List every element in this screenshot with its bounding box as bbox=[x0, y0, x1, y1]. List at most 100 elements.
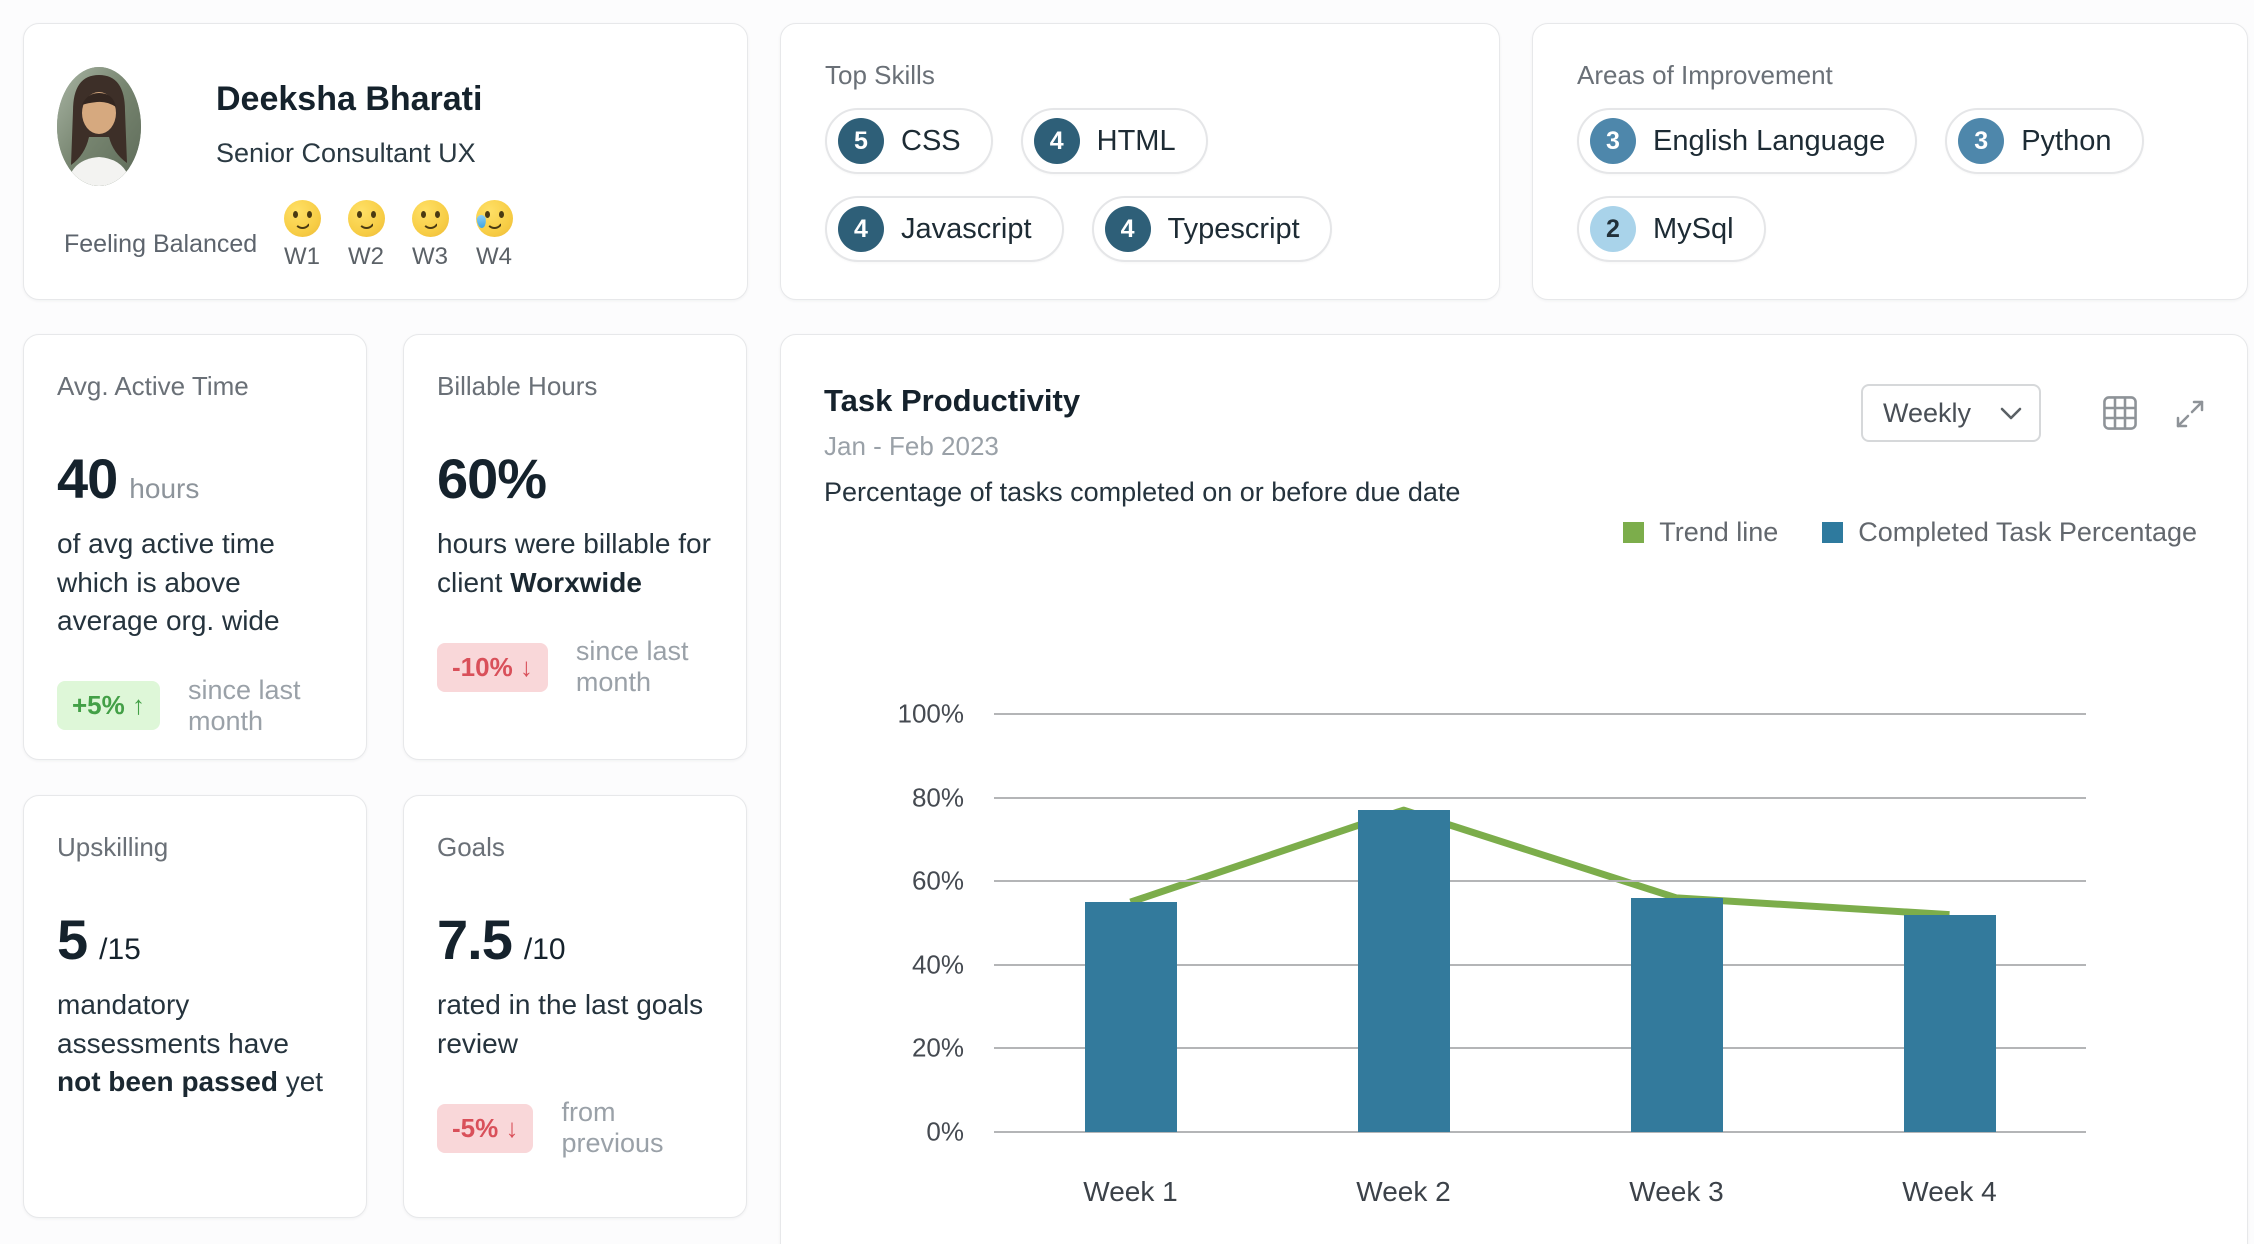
x-axis-tick: Week 3 bbox=[1629, 1176, 1724, 1207]
task-productivity-card: Task Productivity Jan - Feb 2023 Percent… bbox=[780, 334, 2248, 1244]
mood-list: W1 W2 W3 W4 bbox=[278, 200, 518, 271]
goals-card: Goals 7.5 /10 rated in the last goals re… bbox=[403, 795, 747, 1218]
billable-hours-title: Billable Hours bbox=[437, 371, 598, 401]
mood-week-label: W4 bbox=[476, 243, 512, 270]
areas-of-improvement-badges: 3 English Language 3 Python 2 MySql bbox=[1577, 108, 2211, 262]
billable-hours-description: hours were billable for client Worxwide bbox=[437, 528, 711, 598]
chart-description: Percentage of tasks completed on or befo… bbox=[824, 477, 1461, 507]
tear bbox=[475, 214, 487, 229]
top-skills-card: Top Skills 5 CSS 4 HTML 4 Javascript 4 Typescri… bbox=[780, 23, 1500, 300]
areas-of-improvement-title: Areas of Improvement bbox=[1577, 60, 1833, 90]
upskilling-total: /15 bbox=[99, 933, 141, 966]
delta-up-badge: +5% ↑ bbox=[57, 681, 160, 731]
goals-description: rated in the last goals review bbox=[437, 989, 704, 1059]
y-axis-tick: 100% bbox=[897, 698, 965, 729]
skill-name: Javascript bbox=[901, 212, 1032, 245]
mood-item: W2 bbox=[342, 200, 390, 271]
top-skills-title: Top Skills bbox=[825, 60, 935, 90]
avg-active-time-unit: hours bbox=[129, 473, 200, 504]
avg-active-time-description: of avg active time which is above averag… bbox=[57, 528, 280, 637]
upskilling-title: Upskilling bbox=[57, 832, 169, 862]
mood-week-label: W3 bbox=[412, 243, 448, 270]
skill-level-count: 4 bbox=[838, 206, 884, 252]
bar-week-4 bbox=[1903, 914, 1996, 1132]
goals-value-row: 7.5 /10 bbox=[437, 907, 713, 972]
profile-card: Deeksha Bharati Senior Consultant UX Fee… bbox=[23, 23, 748, 300]
slightly-smiling-emoji bbox=[283, 200, 321, 237]
billable-hours-value: 60% bbox=[437, 447, 547, 510]
avatar bbox=[57, 67, 141, 186]
goals-title: Goals bbox=[437, 832, 505, 862]
chart-title: Task Productivity bbox=[824, 383, 1081, 418]
skill-name: Python bbox=[2021, 124, 2112, 157]
avg-active-time-title: Avg. Active Time bbox=[57, 371, 249, 401]
skill-badge-english-language: 3 English Language bbox=[1577, 108, 1918, 174]
period-selector-value: Weekly bbox=[1883, 397, 1972, 428]
billable-hours-delta-row: -10% ↓ since last month bbox=[437, 636, 713, 698]
legend-item: Trend line bbox=[1623, 517, 1778, 548]
bar-week-1 bbox=[1084, 902, 1177, 1132]
smiling-with-tear-emoji bbox=[475, 200, 513, 237]
skill-badge-mysql: 2 MySql bbox=[1577, 196, 1766, 262]
skill-level-count: 3 bbox=[1590, 118, 1636, 164]
mood-item: W1 bbox=[278, 200, 326, 271]
delta-caption: since last month bbox=[575, 636, 689, 698]
skill-name: Typescript bbox=[1167, 212, 1300, 245]
delta-down-badge: -5% ↓ bbox=[437, 1103, 534, 1153]
mood-week-label: W2 bbox=[348, 243, 384, 270]
bar-week-2 bbox=[1357, 810, 1450, 1132]
slightly-smiling-emoji bbox=[411, 200, 449, 237]
skill-badge-css: 5 CSS bbox=[825, 108, 993, 174]
delta-caption: from previous bbox=[561, 1097, 664, 1159]
billable-hours-value-row: 60% bbox=[437, 446, 713, 511]
skill-badge-typescript: 4 Typescript bbox=[1091, 196, 1332, 262]
legend-swatch bbox=[1822, 522, 1844, 543]
gridline bbox=[994, 880, 2086, 883]
avg-active-time-card: Avg. Active Time 40 hours of avg active … bbox=[23, 334, 367, 760]
upskilling-value-row: 5 /15 bbox=[57, 907, 333, 972]
top-skills-badges: 5 CSS 4 HTML 4 Javascript 4 Typescript bbox=[825, 108, 1463, 262]
bar-week-3 bbox=[1630, 897, 1723, 1132]
billable-hours-card: Billable Hours 60% hours were billable f… bbox=[403, 334, 747, 760]
trend-line bbox=[1129, 806, 1950, 919]
feeling-label: Feeling Balanced bbox=[64, 230, 258, 258]
mood-week-label: W1 bbox=[284, 243, 320, 270]
gridline bbox=[994, 1131, 2086, 1133]
y-axis-tick: 60% bbox=[911, 865, 964, 896]
legend-swatch bbox=[1623, 522, 1645, 543]
goals-total: /10 bbox=[523, 933, 566, 966]
upskilling-card: Upskilling 5 /15 mandatory assessments h… bbox=[23, 795, 367, 1218]
skill-name: CSS bbox=[901, 124, 961, 157]
delta-down-badge: -10% ↓ bbox=[437, 642, 548, 692]
delta-caption: since last month bbox=[188, 674, 301, 736]
gridline bbox=[994, 796, 2086, 799]
x-axis-tick: Week 4 bbox=[1902, 1176, 1997, 1207]
mood-item: W4 bbox=[470, 200, 518, 271]
mood-item: W3 bbox=[406, 200, 454, 271]
legend-label: Completed Task Percentage bbox=[1858, 517, 2197, 547]
chart-legend: Trend line Completed Task Percentage bbox=[1623, 517, 2197, 548]
period-selector[interactable]: Weekly bbox=[1861, 384, 2041, 442]
skill-level-count: 2 bbox=[1590, 206, 1636, 252]
legend-label: Trend line bbox=[1659, 517, 1779, 547]
y-axis-tick: 0% bbox=[926, 1116, 964, 1147]
profile-role: Senior Consultant UX bbox=[216, 138, 476, 168]
avatar-photo bbox=[57, 67, 141, 186]
avg-active-time-value: 40 bbox=[57, 447, 118, 510]
skill-level-count: 4 bbox=[1033, 118, 1080, 164]
y-axis-tick: 20% bbox=[911, 1032, 964, 1063]
y-axis-tick: 40% bbox=[911, 949, 964, 980]
chart-subtitle: Jan - Feb 2023 bbox=[824, 431, 999, 461]
gridline bbox=[994, 713, 2086, 715]
table-grid-icon[interactable] bbox=[2099, 392, 2141, 434]
chevron-down-icon bbox=[1999, 406, 2023, 421]
x-axis-tick: Week 1 bbox=[1083, 1176, 1178, 1207]
skill-badge-javascript: 4 Javascript bbox=[825, 196, 1064, 262]
avg-active-time-delta-row: +5% ↑ since last month bbox=[57, 675, 333, 737]
skill-level-count: 5 bbox=[838, 118, 884, 164]
slightly-smiling-emoji bbox=[347, 200, 385, 237]
skill-level-count: 3 bbox=[1958, 118, 2005, 164]
avg-active-time-value-row: 40 hours bbox=[57, 446, 333, 511]
gridline bbox=[994, 1047, 2086, 1050]
expand-icon[interactable] bbox=[2169, 393, 2211, 435]
